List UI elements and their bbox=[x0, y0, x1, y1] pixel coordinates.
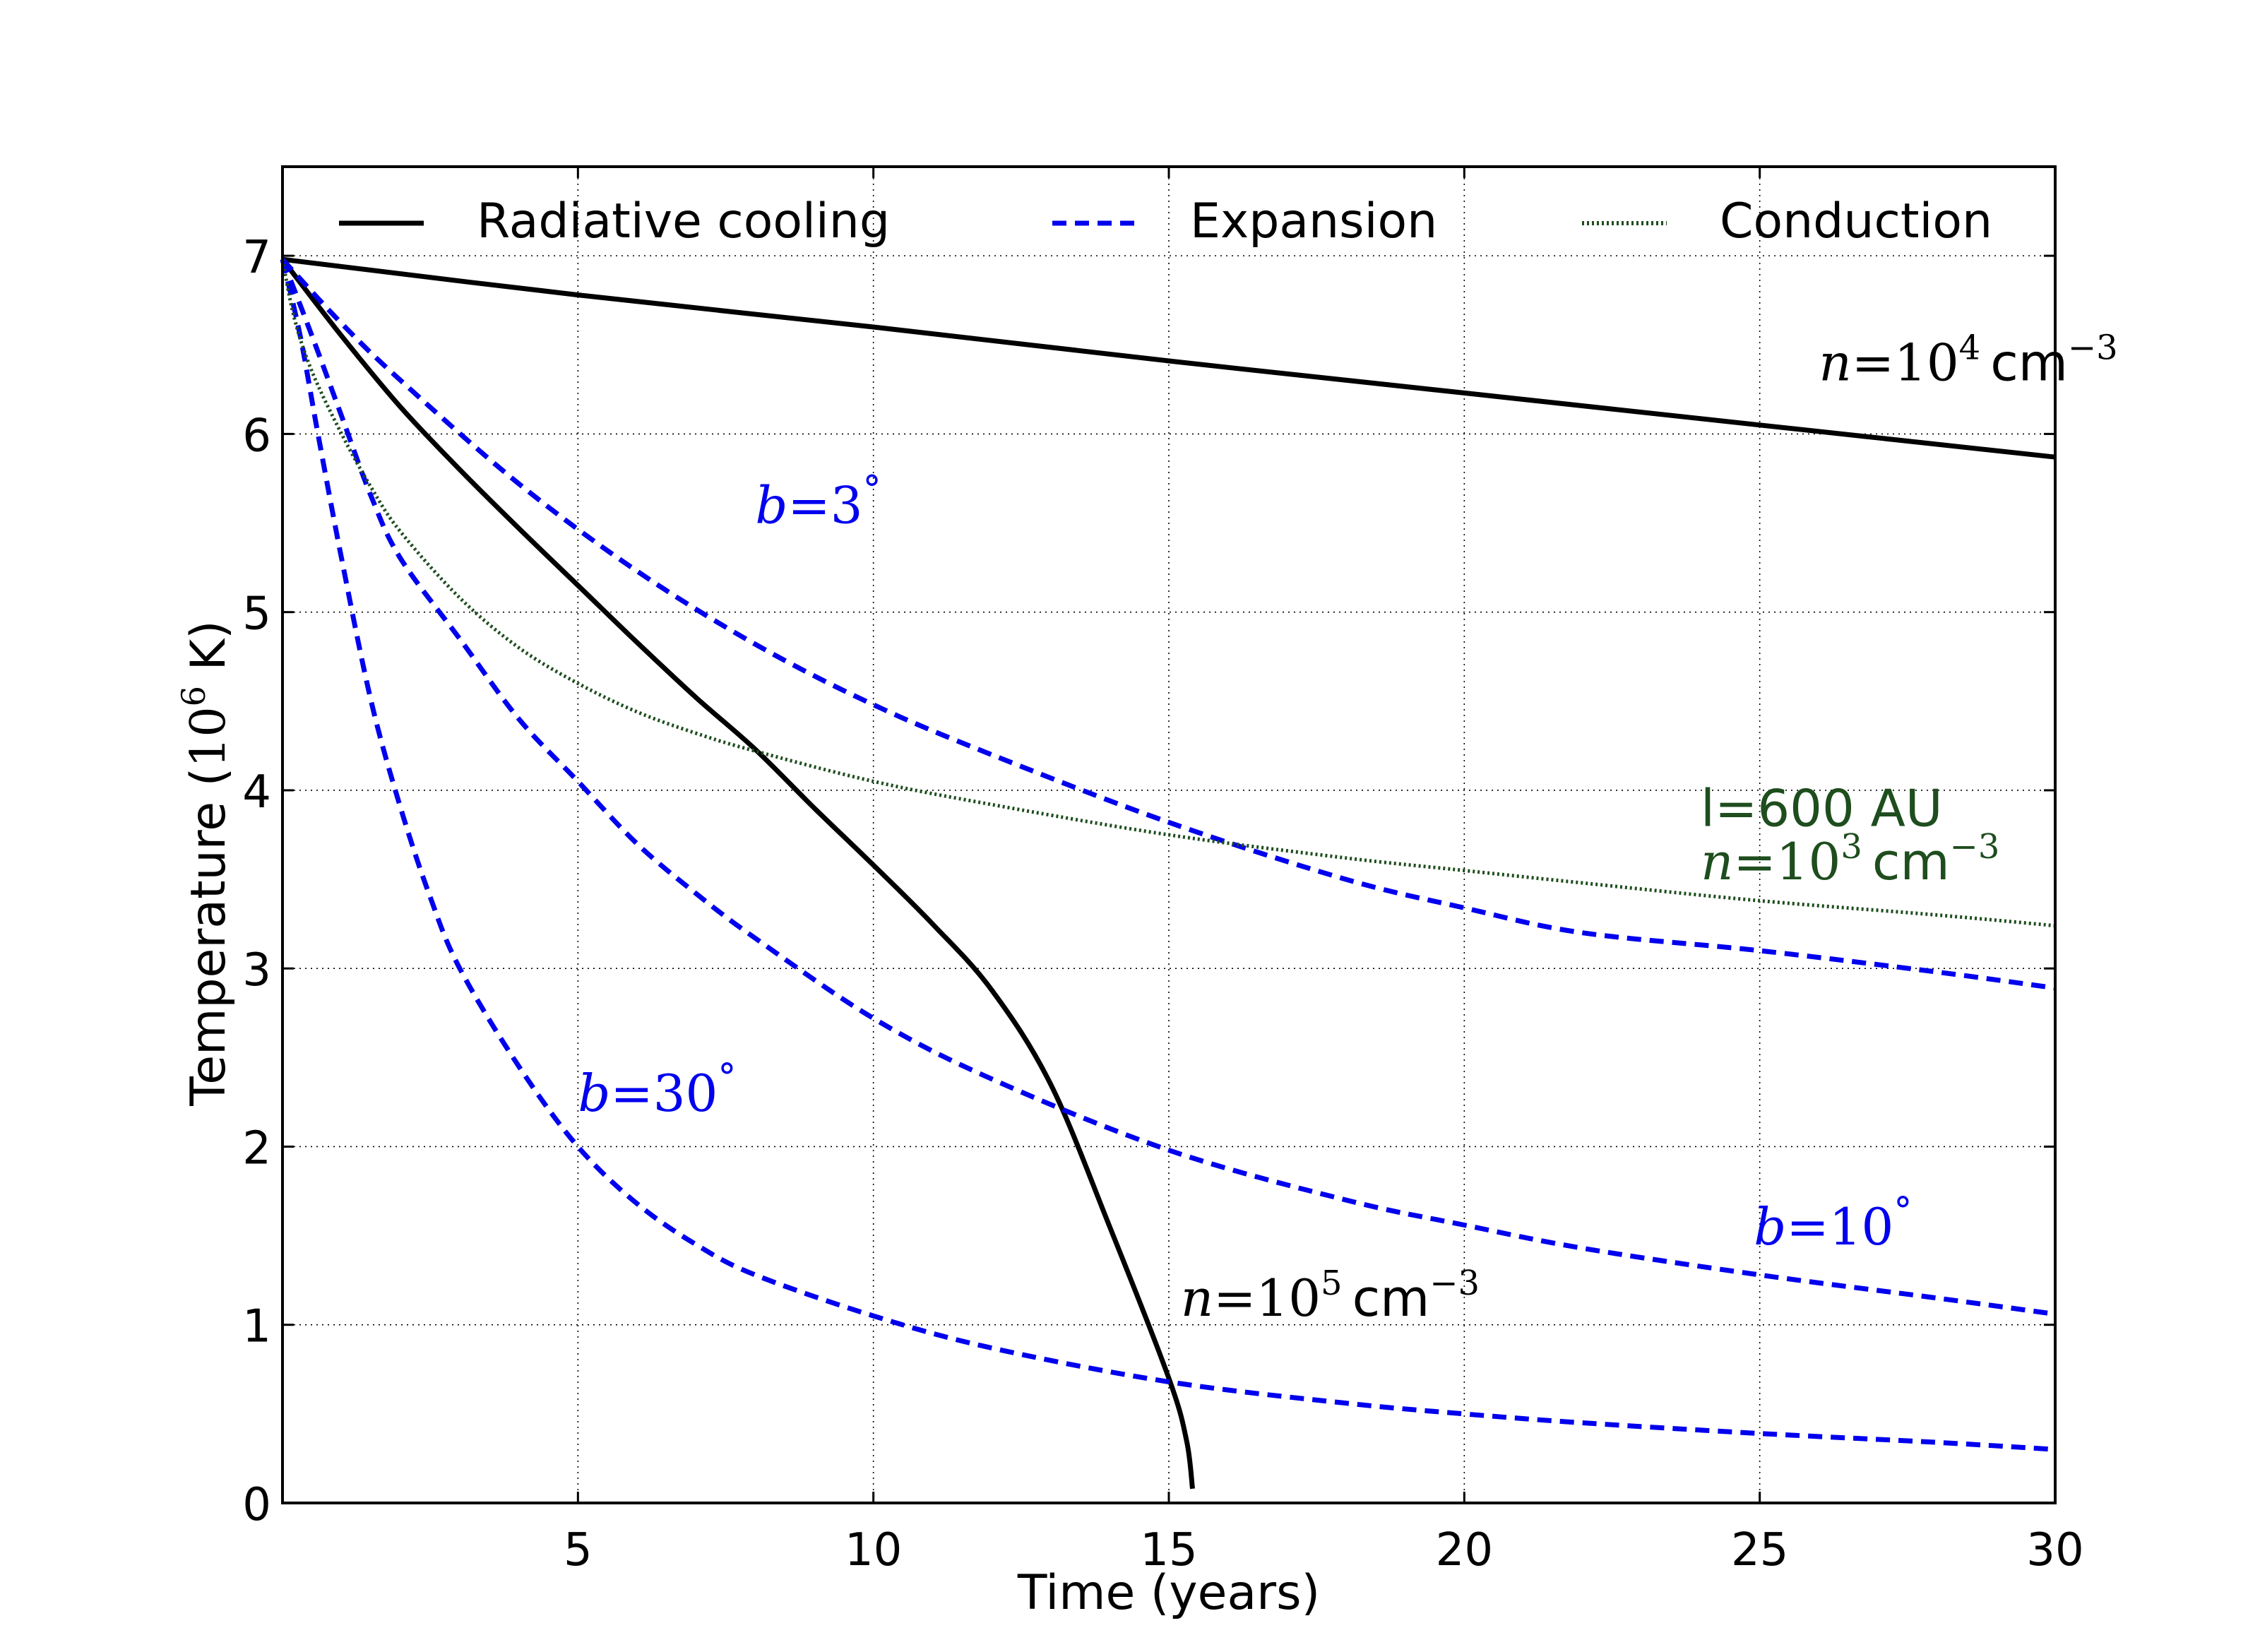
annotation-b3-val: 3 bbox=[831, 476, 863, 535]
annotation-n1e4-exp: 4 bbox=[1959, 328, 1981, 368]
annotation-b3-eq: = bbox=[787, 476, 830, 535]
annotation-n1e4-var: n bbox=[1819, 333, 1851, 393]
annotation-b30: b=30° bbox=[578, 1057, 736, 1123]
annotation-b3: b=3° bbox=[755, 469, 881, 535]
annotation-b30-eq: = bbox=[610, 1064, 653, 1123]
legend-label: Expansion bbox=[1190, 194, 1437, 249]
annotation-n1e3-unit-exp: −3 bbox=[1950, 827, 2000, 867]
annotation-n1e5: n=105 cm−3 bbox=[1181, 1264, 1480, 1328]
y-tick-label: 5 bbox=[242, 588, 271, 641]
annotation-n1e4: n=104 cm−3 bbox=[1819, 328, 2117, 393]
annotation-b10-deg: ° bbox=[1893, 1190, 1912, 1232]
y-axis-label-unit: K) bbox=[181, 620, 237, 686]
x-axis-label: Time (years) bbox=[1017, 1565, 1320, 1621]
x-tick-label: 15 bbox=[1140, 1524, 1197, 1576]
series-line-radiative-cooling bbox=[282, 256, 2056, 460]
annotation-b3-deg: ° bbox=[863, 469, 881, 511]
x-tick-label: 25 bbox=[1731, 1524, 1788, 1576]
annotation-b10-val: 10 bbox=[1829, 1197, 1894, 1256]
annotation-n1e4-eq: = bbox=[1852, 333, 1894, 393]
series-line-radiative-cooling bbox=[280, 258, 1195, 1490]
x-tick-label: 30 bbox=[2026, 1524, 2083, 1576]
annotation-n1e4-unit-exp: −3 bbox=[2068, 328, 2118, 368]
annotation-b30-deg: ° bbox=[718, 1057, 736, 1099]
annotation-b10-var: b bbox=[1754, 1197, 1786, 1256]
legend: Radiative cooling Expansion Conduction bbox=[339, 194, 1992, 249]
annotation-n1e5-unit-exp: −3 bbox=[1429, 1264, 1480, 1303]
y-tick-label: 7 bbox=[242, 232, 271, 284]
x-tick-label: 5 bbox=[564, 1524, 593, 1576]
y-tick-label: 0 bbox=[242, 1479, 271, 1531]
annotation-n1e3-exp: 3 bbox=[1840, 827, 1862, 867]
annotation-n1e3-var: n bbox=[1701, 832, 1733, 891]
series-line-expansion bbox=[280, 259, 2056, 1452]
legend-label: Conduction bbox=[1720, 194, 1992, 249]
annotation-n1e5-base: 10 bbox=[1256, 1268, 1321, 1328]
annotation-b10: b=10° bbox=[1754, 1190, 1912, 1256]
y-axis-label: Temperature (106 K) bbox=[174, 620, 237, 1106]
annotation-b3-var: b bbox=[755, 476, 787, 535]
annotation-n1e4-base: 10 bbox=[1894, 333, 1959, 393]
annotation-n1e5-exp: 5 bbox=[1321, 1264, 1343, 1303]
annotation-n1e5-eq: = bbox=[1213, 1268, 1256, 1328]
series-line-expansion bbox=[280, 257, 2056, 991]
series-group bbox=[280, 256, 2056, 1490]
annotation-n1e3-eq: = bbox=[1733, 832, 1776, 891]
x-tick-label: 20 bbox=[1436, 1524, 1493, 1576]
annotation-l600: l=600 AU bbox=[1701, 778, 1943, 838]
annotations: n=104 cm−3n=105 cm−3b=3°b=10°b=30°l=600 AU… bbox=[578, 328, 2117, 1328]
y-tick-label: 4 bbox=[242, 766, 271, 819]
series-line-conduction bbox=[280, 259, 2056, 928]
annotation-b30-val: 30 bbox=[653, 1064, 718, 1123]
annotation-n1e3-base: 10 bbox=[1776, 832, 1841, 891]
y-tick-label: 1 bbox=[242, 1301, 271, 1353]
annotation-n1e4-unit: cm bbox=[1990, 333, 2068, 393]
annotation-n1e5-unit: cm bbox=[1352, 1268, 1430, 1328]
x-tick-label: 10 bbox=[845, 1524, 902, 1576]
annotation-n1e5-var: n bbox=[1181, 1268, 1213, 1328]
annotation-b30-var: b bbox=[578, 1064, 610, 1123]
y-tick-label: 6 bbox=[242, 410, 271, 462]
y-tick-label: 3 bbox=[242, 944, 271, 997]
annotation-b10-eq: = bbox=[1786, 1197, 1828, 1256]
legend-label: Radiative cooling bbox=[477, 194, 890, 249]
series-line-expansion bbox=[280, 258, 2056, 1317]
y-axis-label-exponent: 6 bbox=[174, 686, 213, 706]
annotation-n1e3-unit: cm bbox=[1872, 832, 1950, 891]
y-tick-label: 2 bbox=[242, 1122, 271, 1175]
y-axis-label-text: Temperature ( bbox=[181, 768, 237, 1107]
annotation-n1e3: n=103 cm−3 bbox=[1701, 827, 1999, 891]
y-axis-label-base: 10 bbox=[181, 706, 237, 768]
